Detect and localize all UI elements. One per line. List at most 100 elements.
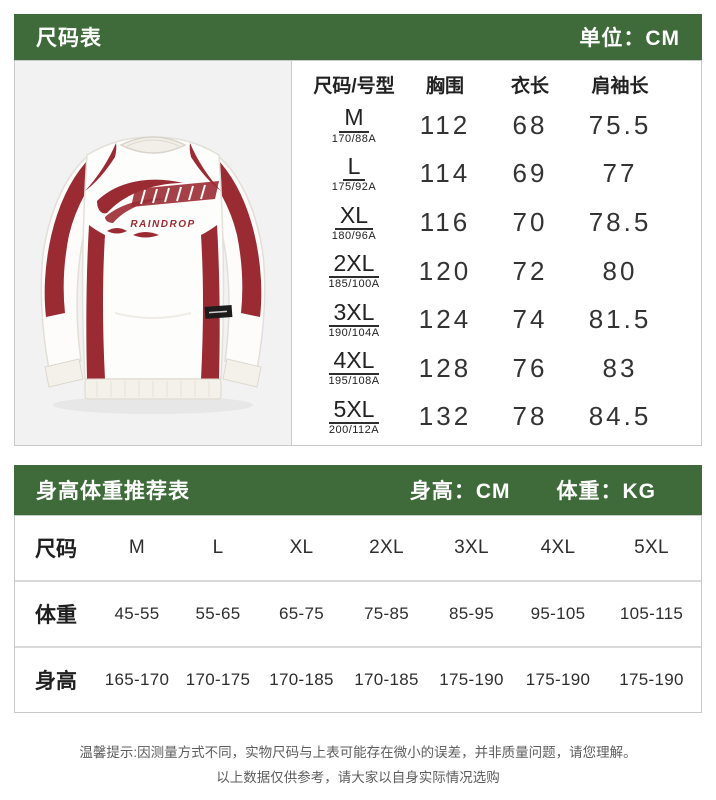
- size-table-row-m: M 170/88A 112 68 75.5: [292, 101, 701, 150]
- size-spec: 175/92A: [331, 181, 377, 194]
- height-weight-units: 身高：CM 体重：KG: [410, 475, 680, 505]
- row-label-size: 尺码: [35, 538, 77, 561]
- col-header-length: 衣长: [510, 75, 549, 97]
- size-table-row-4xl: 4XL 195/108A 128 76 83: [292, 344, 701, 393]
- height-weight-title: 身高体重推荐表: [36, 480, 190, 503]
- size-label: 2XL: [328, 251, 380, 279]
- size-label: M: [339, 105, 369, 133]
- left-body-red-stripe: [86, 225, 105, 379]
- size-table-title: 尺码表: [36, 27, 102, 50]
- chest-value: 128: [418, 352, 472, 383]
- length-value: 78: [512, 401, 548, 432]
- sleeve-value: 78.5: [588, 206, 652, 237]
- left-sleeve-red-stripe: [44, 149, 113, 317]
- weight-cell: 65-75: [279, 604, 324, 623]
- left-cuff: [44, 358, 84, 388]
- size-table-header-row: 尺码/号型 胸围 衣长 肩袖长: [292, 67, 701, 101]
- size-label: L: [342, 154, 366, 182]
- height-cell: 170-175: [185, 670, 251, 689]
- weight-cell: 95-105: [530, 604, 586, 623]
- size-table: 尺码/号型 胸围 衣长 肩袖长 M 170/88A 112 68 75.5 L 17…: [291, 61, 701, 445]
- chest-value: 124: [418, 304, 472, 335]
- length-value: 70: [512, 206, 548, 237]
- size-cell: 2XL: [369, 537, 404, 558]
- size-cell: L 175/92A: [332, 154, 376, 194]
- size-table-row-l: L 175/92A 114 69 77: [292, 150, 701, 199]
- weight-cell: 85-95: [449, 604, 494, 623]
- weight-cell: 105-115: [619, 604, 684, 623]
- weight-unit-label: 体重：KG: [556, 480, 656, 503]
- logo-wave-left: [107, 228, 127, 234]
- length-value: 68: [512, 109, 548, 140]
- height-row: 身高 165-170 170-175 170-185 170-185 175-1…: [15, 646, 701, 712]
- height-cell: 170-185: [269, 670, 334, 689]
- size-spec: 190/104A: [328, 326, 380, 339]
- size-cell: 5XL 200/112A: [328, 397, 380, 437]
- right-body-red-stripe: [201, 225, 220, 379]
- size-table-row-xl: XL 180/96A 116 70 78.5: [292, 198, 701, 247]
- sleeve-value: 80: [602, 255, 638, 286]
- size-cell: XL: [289, 537, 314, 558]
- disclaimer-line-1: 温馨提示:因测量方式不同，实物尺码与上表可能存在微小的误差，并非质量问题，请您理…: [79, 745, 637, 760]
- weight-cell: 55-65: [195, 604, 241, 623]
- height-cell: 175-190: [439, 670, 504, 689]
- fold-line: [114, 312, 192, 319]
- logo-wave-right: [133, 232, 159, 238]
- sweatshirt-illustration: RAINDROP: [15, 61, 291, 445]
- garment-tag: [204, 305, 233, 319]
- length-value: 72: [512, 255, 548, 286]
- size-label: 3XL: [328, 300, 380, 327]
- height-cell: 165-170: [104, 670, 170, 689]
- col-header-size: 尺码/号型: [313, 75, 395, 97]
- size-spec: 170/88A: [331, 132, 377, 145]
- size-cell: 4XL 195/108A: [328, 348, 380, 388]
- size-table-section: RAINDROP 尺码/号型 胸围 衣长 肩袖长 M 170/88A 112 68: [14, 60, 702, 446]
- size-spec: 185/100A: [328, 278, 380, 291]
- size-table-unit-label: 单位：CM: [579, 27, 680, 50]
- size-cell: L: [212, 537, 224, 558]
- right-cuff: [222, 358, 262, 388]
- size-table-row-3xl: 3XL 190/104A 124 74 81.5: [292, 295, 701, 344]
- row-label-weight: 体重: [35, 604, 77, 627]
- weight-row: 体重 45-55 55-65 65-75 75-85 85-95 95-105 …: [15, 580, 701, 646]
- disclaimer-note: 温馨提示:因测量方式不同，实物尺码与上表可能存在微小的误差，并非质量问题，请您理…: [0, 740, 716, 790]
- height-weight-table: 尺码 M L XL 2XL 3XL 4XL 5XL 体重 45-55 55-65…: [14, 515, 702, 713]
- size-spec: 180/96A: [331, 229, 377, 242]
- logo-raindrop-text: RAINDROP: [130, 219, 195, 230]
- sleeve-value: 84.5: [588, 401, 652, 432]
- length-value: 69: [512, 158, 548, 189]
- col-header-chest: 胸围: [425, 75, 464, 97]
- size-cell: 3XL: [454, 537, 489, 558]
- sleeve-value: 83: [602, 352, 638, 383]
- logo-swoosh-large: [97, 179, 183, 214]
- sleeve-value: 77: [602, 158, 638, 189]
- length-value: 76: [512, 352, 548, 383]
- hem-ribbing: [96, 381, 210, 397]
- collar: [119, 136, 187, 154]
- size-spec: 195/108A: [328, 375, 380, 388]
- product-photo: RAINDROP: [15, 61, 291, 445]
- size-table-row-5xl: 5XL 200/112A 132 78 84.5: [292, 392, 701, 441]
- chest-value: 116: [419, 206, 471, 237]
- logo-wordmark-letters: [140, 184, 206, 205]
- col-header-sleeve: 肩袖长: [591, 75, 649, 97]
- size-cell: XL 180/96A: [331, 202, 377, 243]
- size-label: 4XL: [328, 348, 380, 376]
- size-spec: 200/112A: [328, 424, 380, 437]
- size-cell: M: [128, 537, 146, 558]
- size-cell: 3XL 190/104A: [328, 300, 380, 340]
- weight-cell: 75-85: [364, 604, 409, 623]
- size-label: 5XL: [328, 397, 380, 425]
- garment-shadow: [53, 396, 253, 414]
- size-cell: 2XL 185/100A: [328, 251, 380, 291]
- weight-cell: 45-55: [114, 604, 160, 623]
- height-weight-header-bar: 身高体重推荐表 身高：CM 体重：KG: [14, 465, 702, 515]
- brand-logo: RAINDROP: [97, 179, 219, 238]
- height-cell: 170-185: [354, 670, 419, 689]
- height-cell: 175-190: [619, 670, 684, 689]
- chest-value: 114: [419, 158, 471, 189]
- disclaimer-line-2: 以上数据仅供参考，请大家以自身实际情况选购: [216, 770, 500, 785]
- length-value: 74: [512, 304, 548, 335]
- size-table-row-2xl: 2XL 185/100A 120 72 80: [292, 247, 701, 296]
